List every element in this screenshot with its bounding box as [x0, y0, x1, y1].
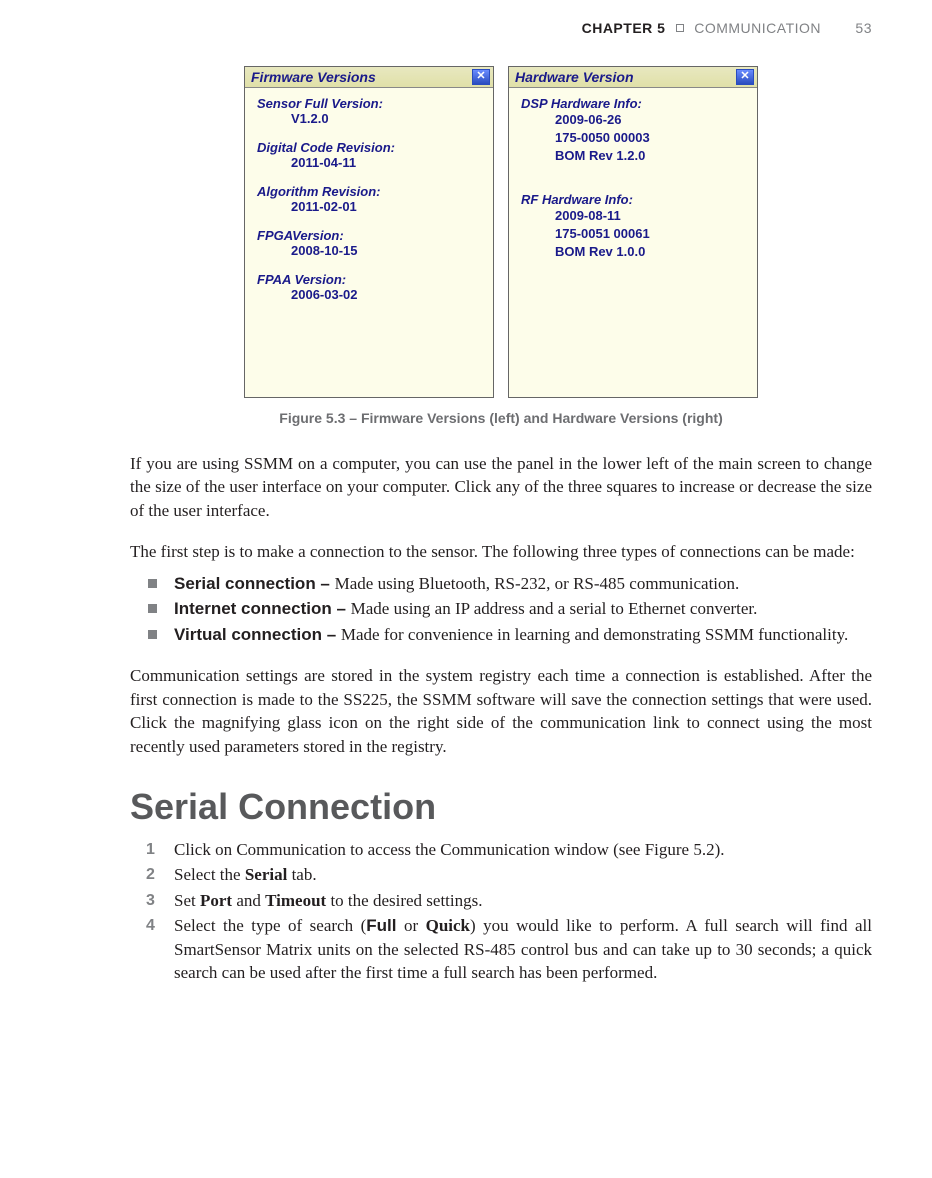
list-item: Internet connection – Made using an IP a… [130, 597, 872, 620]
bullet-label: Internet connection – [174, 599, 351, 618]
step-item: 1 Click on Communication to access the C… [130, 838, 872, 861]
dialog-titlebar: Firmware Versions ✕ [245, 67, 493, 88]
step-item: 4 Select the type of search (Full or Qui… [130, 914, 872, 984]
entry-value: 2009-08-11 175-0051 00061 BOM Rev 1.0.0 [521, 207, 745, 262]
dialog-titlebar: Hardware Version ✕ [509, 67, 757, 88]
step-bold: Port [200, 891, 232, 910]
header-separator-icon [676, 24, 684, 32]
entry-label: FPAA Version: [257, 272, 481, 287]
entry-line: 175-0051 00061 [555, 225, 745, 243]
entry-label: RF Hardware Info: [521, 192, 745, 207]
bullet-text: Made using an IP address and a serial to… [351, 599, 758, 618]
body-paragraph: If you are using SSMM on a computer, you… [130, 452, 872, 522]
body-paragraph: Communication settings are stored in the… [130, 664, 872, 758]
entry-value: 2011-02-01 [257, 199, 481, 214]
entry-value: 2011-04-11 [257, 155, 481, 170]
entry-line: BOM Rev 1.2.0 [555, 147, 745, 165]
entry-line: 2009-08-11 [555, 207, 745, 225]
step-item: 3 Set Port and Timeout to the desired se… [130, 889, 872, 912]
bullet-label: Virtual connection – [174, 625, 341, 644]
page-header: CHAPTER 5 COMMUNICATION 53 [130, 20, 872, 36]
step-text-post: to the desired settings. [326, 891, 482, 910]
entry-value: V1.2.0 [257, 111, 481, 126]
chapter-label: CHAPTER 5 [582, 20, 666, 36]
firmware-versions-dialog: Firmware Versions ✕ Sensor Full Version:… [244, 66, 494, 398]
dialog-body: DSP Hardware Info: 2009-06-26 175-0050 0… [509, 88, 757, 287]
step-bold: Timeout [265, 891, 326, 910]
step-text-mid: or [396, 916, 425, 935]
step-text-mid: and [232, 891, 265, 910]
body-paragraph: The first step is to make a connection t… [130, 540, 872, 563]
entry-label: DSP Hardware Info: [521, 96, 745, 111]
step-text-post: tab. [287, 865, 316, 884]
figure-caption: Figure 5.3 – Firmware Versions (left) an… [130, 410, 872, 426]
step-text-pre: Set [174, 891, 200, 910]
step-text-pre: Select the type of search ( [174, 916, 366, 935]
bullet-text: Made for convenience in learning and dem… [341, 625, 848, 644]
step-item: 2 Select the Serial tab. [130, 863, 872, 886]
dialogs-row: Firmware Versions ✕ Sensor Full Version:… [130, 66, 872, 398]
list-item: Serial connection – Made using Bluetooth… [130, 572, 872, 595]
connection-types-list: Serial connection – Made using Bluetooth… [130, 572, 872, 646]
entry-value: 2009-06-26 175-0050 00003 BOM Rev 1.2.0 [521, 111, 745, 166]
chapter-name: COMMUNICATION [694, 20, 821, 36]
step-text-pre: Select the [174, 865, 245, 884]
step-number: 3 [146, 890, 155, 912]
entry-value: 2008-10-15 [257, 243, 481, 258]
step-bold: Quick [426, 916, 470, 935]
entry-label: Algorithm Revision: [257, 184, 481, 199]
list-item: Virtual connection – Made for convenienc… [130, 623, 872, 646]
entry-line: 175-0050 00003 [555, 129, 745, 147]
step-number: 1 [146, 839, 155, 861]
close-icon[interactable]: ✕ [736, 69, 754, 85]
entry-line: 2009-06-26 [555, 111, 745, 129]
entry-line: BOM Rev 1.0.0 [555, 243, 745, 261]
entry-label: FPGAVersion: [257, 228, 481, 243]
step-bold: Full [366, 916, 396, 935]
dialog-title-text: Hardware Version [515, 69, 634, 85]
step-bold: Serial [245, 865, 288, 884]
bullet-label: Serial connection – [174, 574, 335, 593]
page-number: 53 [855, 20, 872, 36]
bullet-text: Made using Bluetooth, RS-232, or RS-485 … [335, 574, 740, 593]
step-text: Click on Communication to access the Com… [174, 840, 725, 859]
close-icon[interactable]: ✕ [472, 69, 490, 85]
entry-value: 2006-03-02 [257, 287, 481, 302]
step-number: 4 [146, 915, 155, 937]
dialog-title-text: Firmware Versions [251, 69, 376, 85]
hardware-version-dialog: Hardware Version ✕ DSP Hardware Info: 20… [508, 66, 758, 398]
steps-list: 1 Click on Communication to access the C… [130, 838, 872, 985]
step-number: 2 [146, 864, 155, 886]
entry-label: Digital Code Revision: [257, 140, 481, 155]
dialog-body: Sensor Full Version: V1.2.0 Digital Code… [245, 88, 493, 318]
section-heading: Serial Connection [130, 786, 872, 828]
entry-label: Sensor Full Version: [257, 96, 481, 111]
